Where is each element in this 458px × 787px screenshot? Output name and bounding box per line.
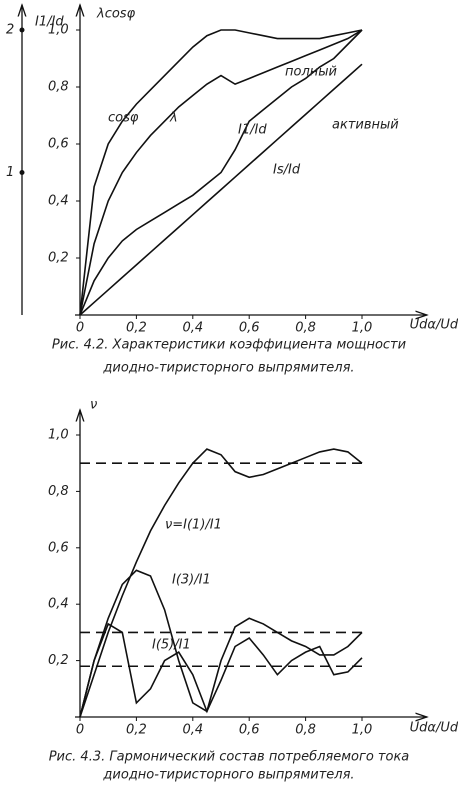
series-line	[79, 622, 363, 718]
y-tick-label: 0,6	[48, 137, 69, 152]
x-tick-label: 0,6	[239, 321, 260, 336]
series-line	[79, 29, 363, 316]
series-line	[79, 29, 363, 316]
y-tick-label: 0,4	[48, 194, 69, 209]
series-line	[79, 569, 363, 718]
x-axis-title: Udα/Ud0	[410, 318, 458, 333]
y2-tick-label: 1	[6, 165, 14, 180]
y2-tick	[19, 170, 25, 175]
series-label: I1/Id	[238, 123, 267, 138]
y2-tick-label: 2	[6, 23, 14, 38]
x-tick-label: 0,2	[126, 723, 147, 738]
caption: диодно-тиристорного выпрямителя.	[102, 361, 354, 376]
series-label: I(3)/I1	[172, 573, 211, 588]
caption: диодно-тиристорного выпрямителя.	[102, 768, 354, 783]
x-tick-label: 0,4	[182, 321, 203, 336]
x-tick-label: 0,8	[295, 321, 316, 336]
series-label: Is/Id	[273, 163, 301, 178]
annotation: полный	[285, 65, 337, 80]
x-tick-label: 0	[76, 321, 84, 336]
series-label: I(5)/I1	[152, 638, 191, 653]
series-line	[79, 448, 363, 718]
y-tick-label: 1,0	[48, 23, 69, 38]
x-tick-label: 1,0	[352, 723, 373, 738]
y2-axis-title: I1/Id	[35, 15, 64, 30]
y-tick-label: 0,2	[48, 251, 69, 266]
caption: Рис. 4.3. Гармонический состав потребляе…	[49, 750, 410, 765]
y-axis-title: ν	[90, 398, 97, 413]
y-tick-label: 0,8	[48, 80, 69, 95]
series-label: cosφ	[108, 111, 139, 126]
x-tick-label: 0	[76, 723, 84, 738]
series-label: λ	[169, 111, 178, 126]
x-axis-title: Udα/Ud0	[410, 721, 458, 736]
y-axis-title: λcosφ	[96, 7, 136, 22]
x-tick-label: 0,4	[182, 723, 203, 738]
y-tick-label: 0,4	[48, 597, 69, 612]
x-tick-label: 0,8	[295, 723, 316, 738]
series-line	[79, 63, 363, 316]
y-tick-label: 0,8	[48, 484, 69, 499]
x-tick-label: 0,2	[126, 321, 147, 336]
series-line	[79, 29, 363, 316]
series-label: ν=I(1)/I1	[165, 518, 222, 533]
x-tick-label: 1,0	[352, 321, 373, 336]
caption: Рис. 4.2. Характеристики коэффициента мо…	[52, 338, 406, 353]
y-tick-label: 0,2	[48, 653, 69, 668]
y-tick-label: 0,6	[48, 540, 69, 555]
annotation: активный	[332, 118, 399, 133]
y2-tick	[19, 27, 25, 33]
y-tick-label: 1,0	[48, 428, 69, 443]
x-tick-label: 0,6	[239, 723, 260, 738]
